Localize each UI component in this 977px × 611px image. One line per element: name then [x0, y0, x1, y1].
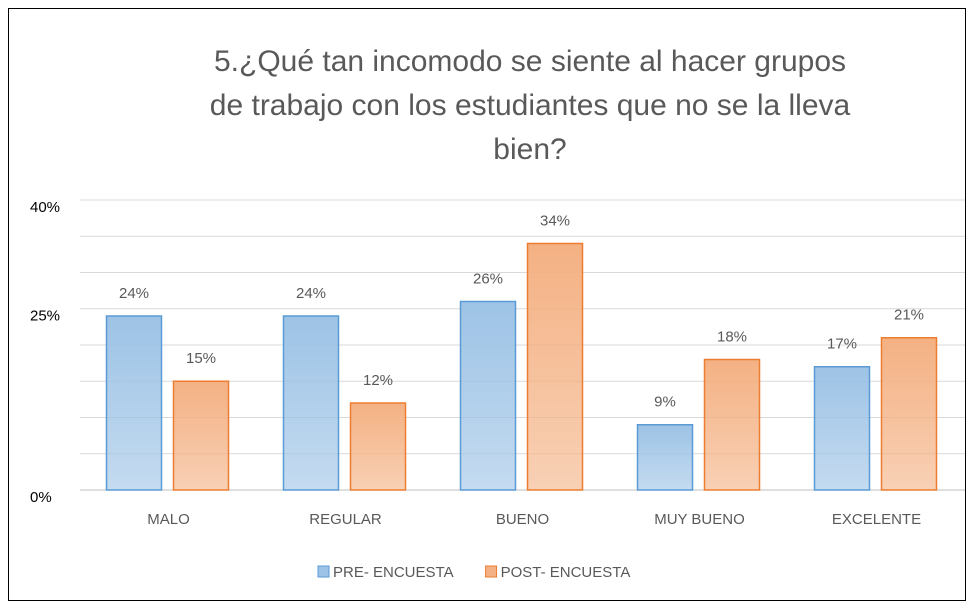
x-tick-label: EXCELENTE — [832, 511, 921, 528]
bar — [526, 242, 584, 491]
bar — [703, 358, 761, 491]
legend-swatch — [485, 565, 498, 578]
legend-label: PRE- ENCUESTA — [333, 564, 454, 581]
data-label: 12% — [363, 372, 393, 389]
data-label: 15% — [186, 350, 216, 367]
bar — [880, 337, 938, 491]
y-tick-label: 25% — [30, 308, 60, 325]
data-label: 24% — [119, 285, 149, 302]
data-label: 24% — [296, 285, 326, 302]
legend-swatch — [317, 565, 330, 578]
data-label: 9% — [654, 394, 676, 411]
legend-label: POST- ENCUESTA — [501, 564, 631, 581]
x-tick-label: MALO — [147, 511, 190, 528]
y-tick-label: 40% — [30, 199, 60, 216]
bar — [459, 300, 517, 491]
x-tick-label: REGULAR — [309, 511, 382, 528]
y-tick-label: 0% — [30, 489, 52, 506]
data-label: 34% — [540, 212, 570, 229]
bar — [813, 366, 871, 491]
data-label: 26% — [473, 270, 503, 287]
bar — [349, 402, 407, 491]
data-label: 17% — [827, 336, 857, 353]
bar — [172, 380, 230, 491]
data-label: 18% — [717, 328, 747, 345]
bar — [282, 315, 340, 491]
x-tick-label: MUY BUENO — [654, 511, 745, 528]
x-tick-label: BUENO — [496, 511, 549, 528]
data-label: 21% — [894, 307, 924, 324]
frame — [8, 8, 966, 601]
chart-title: 5.¿Qué tan incomodo se siente al hacer g… — [209, 45, 851, 166]
bar — [105, 315, 163, 491]
bar — [636, 424, 694, 491]
